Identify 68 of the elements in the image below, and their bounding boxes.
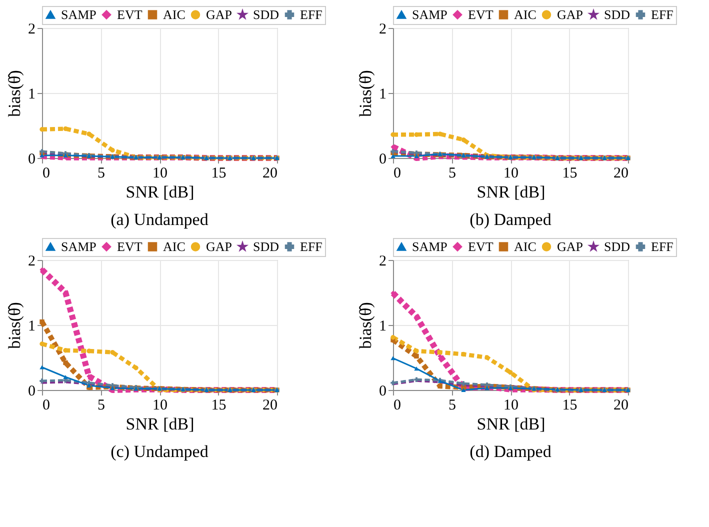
y-tick-label: 1 <box>379 318 386 334</box>
legend-label: AIC <box>163 238 186 254</box>
x-axis-title: SNR [dB] <box>126 414 194 434</box>
x-axis-title: SNR [dB] <box>476 182 546 202</box>
x-tick-label: 0 <box>42 166 50 182</box>
legend-label: AIC <box>514 6 536 22</box>
x-tick-label: 20 <box>614 166 628 182</box>
legend-label: AIC <box>514 238 536 254</box>
x-tick-label: 5 <box>448 166 456 182</box>
text: (d) Damped <box>470 442 552 461</box>
legend-label: SDD <box>604 238 630 254</box>
x-tick-label: 15 <box>562 398 578 414</box>
legend-label: SDD <box>253 6 280 22</box>
y-axis-title: bias(θ̂) <box>356 70 375 117</box>
y-tick-label: 2 <box>379 22 386 38</box>
legend-label: AIC <box>163 6 186 22</box>
x-tick-label: 5 <box>98 398 105 414</box>
x-tick-label: 20 <box>614 398 628 414</box>
legend-label: SAMP <box>61 238 96 254</box>
x-tick-label: 10 <box>504 398 518 414</box>
legend-label: EFF <box>651 238 674 254</box>
legend-label: SAMP <box>412 6 448 22</box>
text: (b) Damped <box>470 210 552 229</box>
legend-label: GAP <box>206 6 232 22</box>
y-tick-label: 2 <box>28 254 36 270</box>
x-axis-title: SNR [dB] <box>126 182 194 202</box>
x-tick-label: 0 <box>42 398 50 414</box>
y-tick-label: 1 <box>379 86 386 102</box>
legend-label: EFF <box>300 6 322 22</box>
legend-label: EVT <box>468 238 494 254</box>
legend-label: EFF <box>651 6 674 22</box>
x-tick-label: 15 <box>211 166 226 182</box>
x-tick-label: 15 <box>211 398 226 414</box>
y-tick-label: 0 <box>379 384 386 400</box>
text: (c) Undamped <box>110 442 209 461</box>
y-tick-label: 1 <box>28 86 36 102</box>
y-axis-title: bias(θ̂) <box>5 302 24 349</box>
x-tick-label: 10 <box>152 398 168 414</box>
y-tick-label: 2 <box>379 254 386 270</box>
legend-label: GAP <box>557 6 584 22</box>
y-axis-title: bias(θ̂) <box>356 302 375 349</box>
x-tick-label: 20 <box>262 166 278 182</box>
legend-label: EVT <box>117 238 142 254</box>
y-tick-label: 2 <box>28 22 36 38</box>
legend-label: GAP <box>206 238 232 254</box>
x-tick-label: 15 <box>562 166 578 182</box>
legend-label: EVT <box>468 6 494 22</box>
x-tick-label: 5 <box>98 166 105 182</box>
legend-label: EFF <box>300 238 322 254</box>
legend-label: GAP <box>557 238 584 254</box>
x-tick-label: 10 <box>504 166 518 182</box>
y-tick-label: 0 <box>379 152 386 168</box>
legend-label: EVT <box>117 6 142 22</box>
legend-label: SDD <box>253 238 280 254</box>
x-tick-label: 0 <box>394 166 401 182</box>
y-tick-label: 0 <box>28 152 36 168</box>
text: (a) Undamped <box>110 210 209 229</box>
legend-label: SDD <box>604 6 630 22</box>
x-axis-title: SNR [dB] <box>476 414 546 434</box>
x-tick-label: 10 <box>152 166 168 182</box>
x-tick-label: 20 <box>262 398 278 414</box>
legend-label: SAMP <box>412 238 448 254</box>
x-tick-label: 5 <box>448 398 456 414</box>
x-tick-label: 0 <box>394 398 401 414</box>
legend-label: SAMP <box>61 6 96 22</box>
y-tick-label: 1 <box>28 318 36 334</box>
y-tick-label: 0 <box>28 384 36 400</box>
y-axis-title: bias(θ̂) <box>5 70 24 117</box>
